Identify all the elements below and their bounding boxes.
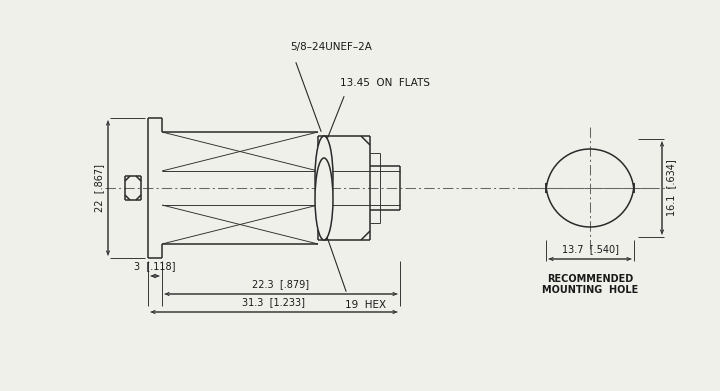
Text: 22.3  [.879]: 22.3 [.879]	[253, 279, 310, 289]
Text: 5/8–24UNEF–2A: 5/8–24UNEF–2A	[290, 42, 372, 52]
Ellipse shape	[315, 158, 333, 240]
Text: 13.45  ON  FLATS: 13.45 ON FLATS	[340, 78, 430, 88]
Text: 31.3  [1.233]: 31.3 [1.233]	[243, 297, 305, 307]
Text: 13.7  [.540]: 13.7 [.540]	[562, 244, 618, 254]
Text: 3  [.118]: 3 [.118]	[134, 261, 176, 271]
Text: RECOMMENDED: RECOMMENDED	[547, 274, 633, 284]
Text: 22  [.867]: 22 [.867]	[94, 164, 104, 212]
Ellipse shape	[315, 136, 333, 218]
Text: 19  HEX: 19 HEX	[345, 300, 386, 310]
Text: 16.1  [.634]: 16.1 [.634]	[666, 160, 676, 216]
Text: MOUNTING  HOLE: MOUNTING HOLE	[542, 285, 638, 295]
